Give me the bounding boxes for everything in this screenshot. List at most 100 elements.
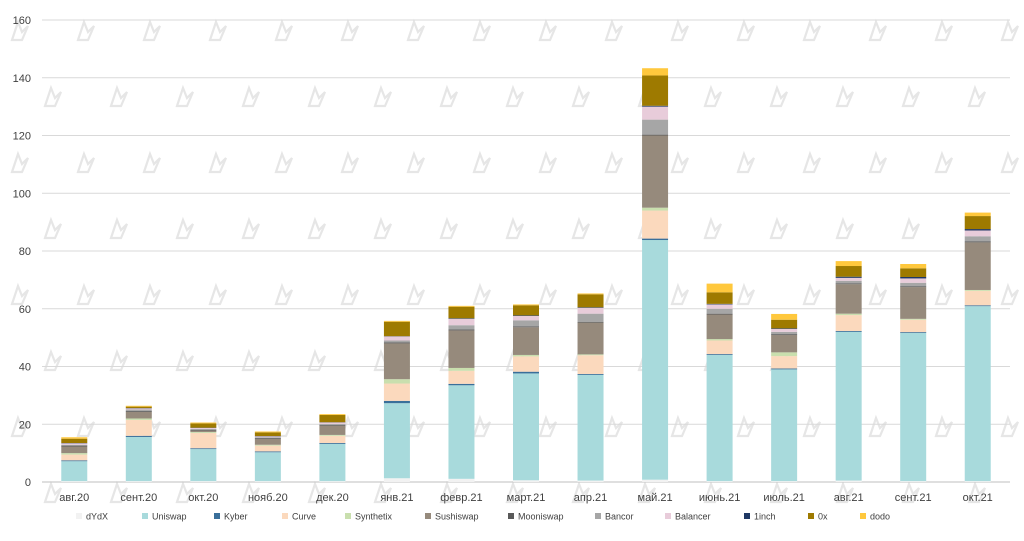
bar-segment-kyber bbox=[964, 305, 991, 307]
bar-segment-uniswap bbox=[577, 374, 604, 481]
bar-segment-0x bbox=[319, 415, 346, 423]
bar-segment-mooniswap bbox=[190, 429, 217, 431]
bar-segment-bancor bbox=[190, 428, 217, 430]
bar-segment-curve bbox=[513, 356, 539, 372]
bar-segment-dydx bbox=[964, 481, 991, 482]
bar-segment-dydx bbox=[642, 479, 669, 482]
bar-segment-balancer bbox=[900, 278, 927, 283]
watermark-logo-icon bbox=[703, 480, 723, 504]
watermark-logo-icon bbox=[43, 84, 63, 108]
bar-segment-uniswap bbox=[383, 403, 410, 479]
bar-segment-uniswap bbox=[319, 443, 346, 482]
bar-segment-sushiswap bbox=[771, 335, 798, 353]
watermark-logo-icon bbox=[241, 348, 261, 372]
legend-swatch bbox=[425, 513, 431, 519]
x-tick-label: окт.20 bbox=[188, 492, 218, 504]
bar-segment-synthetix bbox=[964, 289, 991, 291]
bar-segment-0x bbox=[254, 432, 281, 437]
bar-segment-bancor bbox=[61, 444, 88, 446]
legend-swatch bbox=[214, 513, 220, 519]
watermark-logo-icon bbox=[736, 282, 756, 306]
bar-segment-mooniswap bbox=[900, 286, 927, 288]
bar-segment-0x bbox=[513, 305, 539, 316]
x-tick-label: февр.21 bbox=[440, 492, 482, 504]
bar-segment-uniswap bbox=[190, 449, 217, 482]
bar-segment-1inch bbox=[577, 307, 604, 308]
bars bbox=[61, 68, 991, 482]
watermark-logo-icon bbox=[868, 282, 888, 306]
watermark-logo-icon bbox=[43, 348, 63, 372]
bar-segment-synthetix bbox=[125, 418, 152, 420]
legend-label: Sushiswap bbox=[435, 512, 479, 522]
watermark-logo-icon bbox=[901, 84, 921, 108]
legend-swatch bbox=[595, 513, 601, 519]
bar-segment-sushiswap bbox=[190, 430, 217, 433]
x-tick-label: авг.20 bbox=[59, 492, 89, 504]
watermark-logo-icon bbox=[538, 282, 558, 306]
watermark-logo-icon bbox=[373, 480, 393, 504]
bar-segment-dydx bbox=[190, 481, 217, 482]
watermark-layer bbox=[10, 18, 1020, 504]
legend-swatch bbox=[76, 513, 82, 519]
watermark-logo-icon bbox=[1000, 150, 1020, 174]
bar-segment-bancor bbox=[771, 331, 798, 335]
bar-segment-0x bbox=[61, 438, 88, 444]
watermark-logo-icon bbox=[10, 414, 30, 438]
bar-segment-dydx bbox=[513, 480, 539, 482]
bar-segment-dodo bbox=[513, 304, 539, 306]
bar-segment-uniswap bbox=[513, 373, 539, 481]
watermark-logo-icon bbox=[505, 216, 525, 240]
watermark-logo-icon bbox=[274, 18, 294, 42]
bar-segment-0x bbox=[706, 292, 733, 304]
bar-segment-balancer bbox=[190, 428, 217, 429]
bar-segment-balancer bbox=[383, 336, 410, 341]
legend-label: Kyber bbox=[224, 512, 248, 522]
bar-segment-0x bbox=[642, 75, 669, 106]
x-tick-label: сент.21 bbox=[895, 492, 932, 504]
y-tick-label: 60 bbox=[19, 304, 31, 316]
watermark-logo-icon bbox=[241, 480, 261, 504]
watermark-logo-icon bbox=[307, 216, 327, 240]
bar-segment-balancer bbox=[61, 443, 88, 445]
watermark-logo-icon bbox=[175, 480, 195, 504]
watermark-logo-icon bbox=[934, 414, 954, 438]
watermark-logo-icon bbox=[76, 282, 96, 306]
watermark-logo-icon bbox=[241, 84, 261, 108]
bar-segment-kyber bbox=[448, 383, 475, 386]
watermark-logo-icon bbox=[802, 150, 822, 174]
bar-segment-dydx bbox=[577, 480, 604, 482]
bar-segment-kyber bbox=[319, 443, 346, 444]
bar-segment-dodo bbox=[964, 212, 991, 217]
watermark-logo-icon bbox=[670, 414, 690, 438]
bar-segment-curve bbox=[835, 315, 862, 331]
watermark-logo-icon bbox=[307, 84, 327, 108]
x-tick-label: июль.21 bbox=[763, 492, 805, 504]
watermark-logo-icon bbox=[241, 216, 261, 240]
bar-segment-mooniswap bbox=[771, 334, 798, 336]
legend-label: Balancer bbox=[675, 512, 711, 522]
watermark-logo-icon bbox=[208, 150, 228, 174]
watermark-logo-icon bbox=[373, 84, 393, 108]
bar-segment-dodo bbox=[706, 283, 733, 293]
bar-segment-dodo bbox=[577, 293, 604, 295]
watermark-logo-icon bbox=[835, 216, 855, 240]
legend-label: dodo bbox=[870, 512, 890, 522]
watermark-logo-icon bbox=[604, 282, 624, 306]
watermark-logo-icon bbox=[505, 84, 525, 108]
bar-segment-kyber bbox=[383, 400, 410, 404]
bar-segment-1inch bbox=[706, 303, 733, 305]
watermark-logo-icon bbox=[571, 216, 591, 240]
watermark-logo-icon bbox=[835, 480, 855, 504]
watermark-logo-icon bbox=[505, 480, 525, 504]
bar-segment-synthetix bbox=[706, 339, 733, 341]
bar-segment-bancor bbox=[254, 437, 281, 439]
watermark-logo-icon bbox=[340, 150, 360, 174]
watermark-logo-icon bbox=[406, 414, 426, 438]
x-tick-label: янв.21 bbox=[380, 492, 413, 504]
legend-swatch bbox=[142, 513, 148, 519]
watermark-logo-icon bbox=[769, 480, 789, 504]
bar-segment-synthetix bbox=[577, 354, 604, 356]
watermark-logo-icon bbox=[340, 282, 360, 306]
watermark-logo-icon bbox=[76, 150, 96, 174]
bar-segment-mooniswap bbox=[448, 329, 475, 331]
